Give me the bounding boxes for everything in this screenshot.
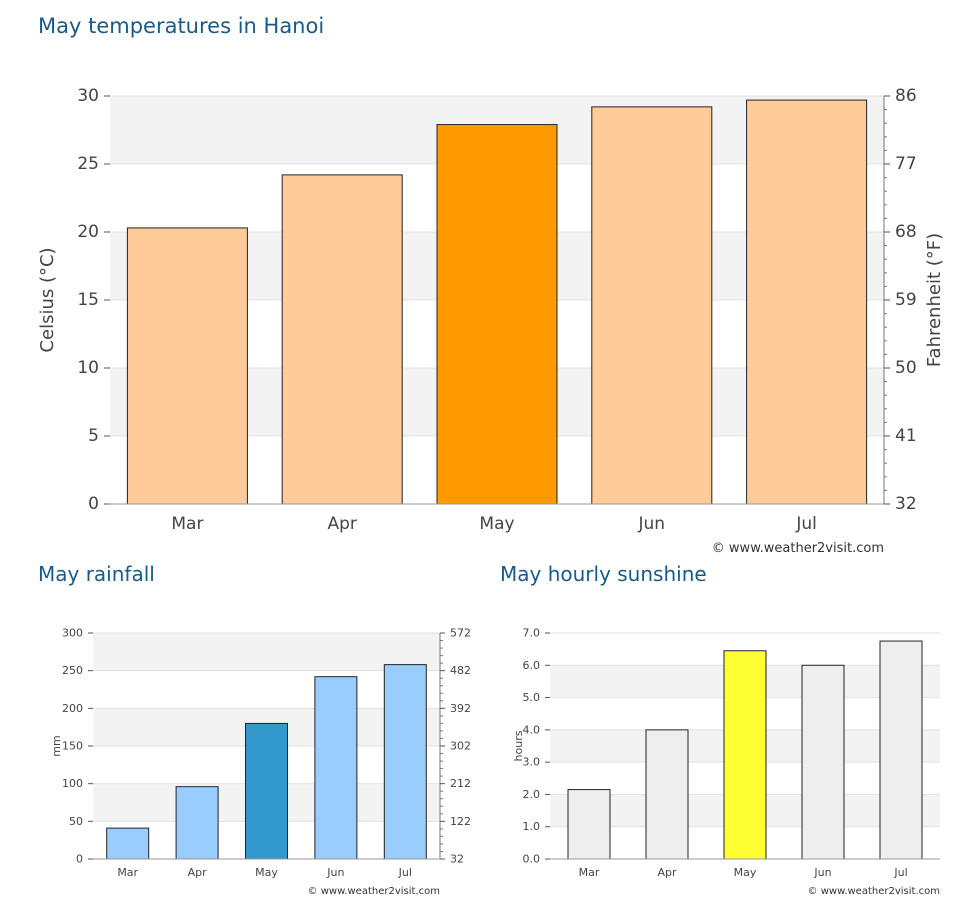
sunshine-bar-jul [879,640,923,860]
temperature-y2-tick-label: 50 [895,358,917,378]
sunshine-section-title: May hourly sunshine [500,562,707,586]
rainfall-x-tick-label: May [255,866,278,879]
rainfall-y-tick-label: 250 [62,664,83,677]
sunshine-y-tick-label: 7.0 [523,627,541,640]
rainfall-bar-mar [106,827,150,860]
temperature-y-tick-label: 10 [77,358,99,378]
temperature-y-tick-label: 20 [77,222,99,242]
rainfall-y2-tick-label: 572 [450,627,470,640]
temperature-bar-jun [591,106,713,505]
temperature-y2-tick-label: 59 [895,290,917,310]
temperature-chart: 0 5 10 15 20 25 30 32 41 50 59 68 77 86 Mar Apr May Jun Ju… [37,86,945,556]
temperature-y-tick-label: 5 [88,426,99,446]
sunshine-y-axis-title: hours [512,730,525,761]
rainfall-y-tick-label: 150 [62,740,83,753]
rainfall-y-tick-label: 0 [76,853,83,866]
sunshine-x-tick-label: Jun [813,866,831,879]
temperature-y2-tick-label: 77 [895,154,917,174]
temperature-bar-may [436,124,558,505]
temperature-x-tick-label: Jun [638,514,666,534]
rainfall-y-axis-title: mm [50,735,63,756]
sunshine-y-tick-label: 4.0 [523,723,541,736]
rainfall-x-tick-label: Mar [117,866,138,879]
sunshine-credit: © www.weather2visit.com [808,886,940,897]
rainfall-y2-tick-label: 32 [450,853,464,866]
sunshine-bar-jun [801,664,845,860]
rainfall-x-tick-label: Jun [326,866,344,879]
sunshine-chart: 0.0 1.0 2.0 3.0 4.0 5.0 6.0 7.0 Mar Apr May Jun Jul h… [512,627,940,897]
temperature-x-tick-label: Apr [327,514,356,534]
temperature-y-tick-label: 25 [77,154,99,174]
sunshine-bar-mar [567,789,611,860]
sunshine-x-tick-label: Apr [657,866,677,879]
rainfall-y-tick-label: 300 [62,627,83,640]
rainfall-chart: 0 50 100 150 200 250 300 32 122 212 302 392 482 572 Ma… [50,627,488,898]
rainfall-bar-jul [383,664,427,860]
rainfall-y2-tick-label: 392 [450,702,470,715]
rainfall-y2-tick-label: 302 [450,740,470,753]
temperature-y2-tick-label: 32 [895,494,917,514]
rainfall-x-tick-label: Apr [188,866,208,879]
rainfall-y2-tick-label: 212 [450,777,470,790]
temperature-y2-axis-title: Fahrenheit (°F) [924,233,945,367]
rainfall-section-title: May rainfall [38,562,155,586]
sunshine-bar-may [723,650,767,860]
sunshine-chart-panel: 0.0 1.0 2.0 3.0 4.0 5.0 6.0 7.0 Mar Apr May Jun Jul h… [492,600,952,902]
rainfall-bar-jun [314,676,358,860]
sunshine-bar-apr [645,729,689,860]
temperature-y-tick-label: 30 [77,86,99,106]
rainfall-y2-tick-label: 122 [450,815,470,828]
sunshine-x-tick-label: Jul [893,866,907,879]
temperature-y2-tick-label: 41 [895,426,917,446]
sunshine-y-tick-label: 2.0 [523,788,541,801]
temperature-credit: © www.weather2visit.com [712,541,884,556]
rainfall-credit: © www.weather2visit.com [308,886,440,897]
sunshine-x-tick-label: Mar [579,866,600,879]
sunshine-y-tick-label: 1.0 [523,820,541,833]
rainfall-bar-may [245,722,288,860]
temperature-x-tick-label: May [479,514,514,534]
temperature-x-tick-label: Jul [795,514,817,534]
rainfall-bar-apr [175,786,219,860]
rainfall-chart-panel: 0 50 100 150 200 250 300 32 122 212 302 392 482 572 Ma… [30,600,488,902]
rainfall-y-tick-label: 200 [62,702,83,715]
sunshine-y-tick-label: 0.0 [523,853,541,866]
sunshine-y-tick-label: 6.0 [523,659,541,672]
temperature-y-tick-label: 15 [77,290,99,310]
temperature-y2-tick-label: 68 [895,222,917,242]
temperature-y-axis-title: Celsius (°C) [37,247,58,352]
temperature-bar-jul [746,99,868,505]
temperature-chart-panel: 0 5 10 15 20 25 30 32 41 50 59 68 77 86 Mar Apr May Jun Ju… [30,48,966,558]
temperature-x-tick-label: Mar [171,514,203,534]
temperature-bar-mar [126,227,248,505]
temperature-y-tick-label: 0 [88,494,99,514]
rainfall-grid-band [93,633,440,671]
rainfall-y2-tick-label: 482 [450,664,470,677]
temperature-y2-tick-label: 86 [895,86,917,106]
temperature-bar-apr [281,174,403,505]
sunshine-y-tick-label: 5.0 [523,691,541,704]
sunshine-y-tick-label: 3.0 [523,756,541,769]
rainfall-y-tick-label: 100 [62,777,83,790]
rainfall-x-tick-label: Jul [398,866,412,879]
sunshine-x-tick-label: May [734,866,757,879]
rainfall-y-tick-label: 50 [69,815,83,828]
temperature-section-title: May temperatures in Hanoi [38,14,325,38]
